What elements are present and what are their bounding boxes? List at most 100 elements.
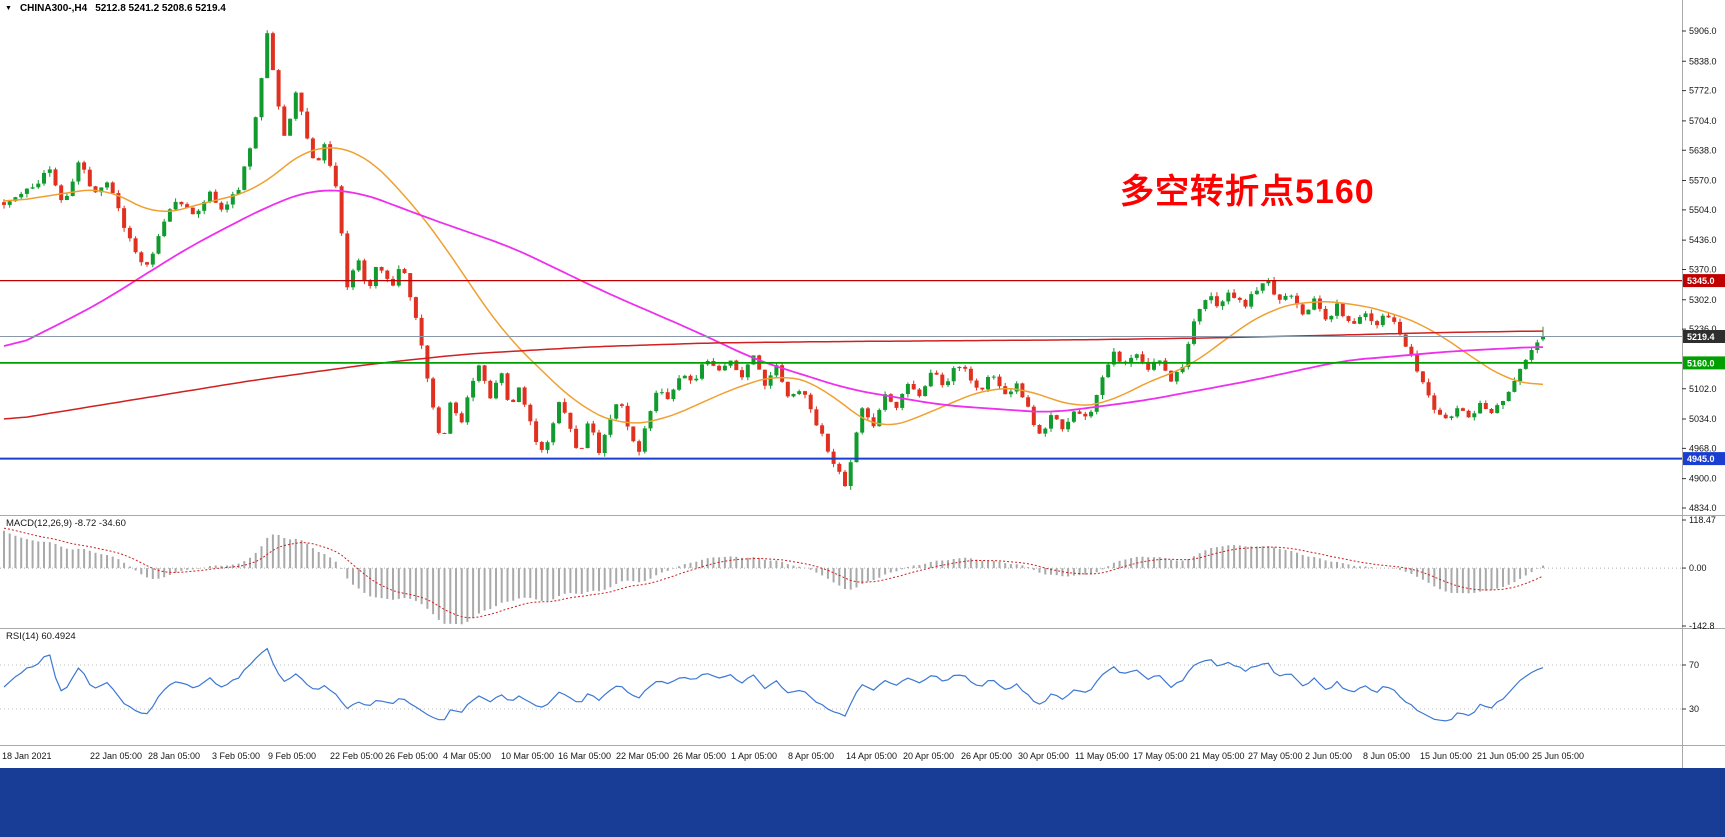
time-axis-label: 18 Jan 2021 [2, 751, 52, 761]
candle-body [1008, 391, 1013, 395]
price-badge-label: 5160.0 [1687, 358, 1715, 368]
candle-body [1129, 357, 1134, 364]
candle-body [614, 404, 619, 419]
time-axis-label: 22 Feb 05:00 [330, 751, 383, 761]
candle-body [276, 70, 281, 107]
chart-dropdown-arrow[interactable]: ▼ [5, 5, 12, 12]
candle-body [986, 377, 990, 390]
time-axis-label: 25 Jun 05:00 [1532, 751, 1584, 761]
candle-body [373, 267, 378, 286]
candle-body [105, 182, 109, 188]
candle-body [1174, 372, 1179, 382]
candle-body [1249, 294, 1254, 307]
price-badge [1683, 356, 1725, 370]
rsi-tick-label: 30 [1689, 704, 1699, 714]
candle-body [1466, 410, 1471, 418]
candle-body [1335, 303, 1339, 316]
candle-body [1518, 368, 1523, 381]
candle-body [1146, 361, 1151, 370]
candle-body [1232, 292, 1237, 298]
macd-histogram [3, 530, 1544, 625]
candle-body [551, 423, 556, 443]
candle-body [751, 355, 756, 365]
candle-body [242, 166, 247, 190]
candle-body [745, 364, 750, 378]
candle-body [854, 432, 859, 463]
candle-body [379, 267, 384, 271]
candle-body [248, 148, 252, 167]
candle-body [1203, 300, 1208, 309]
candle-body [694, 378, 699, 381]
candle-body [539, 442, 544, 450]
candle-body [356, 260, 361, 271]
candle-body [602, 434, 607, 453]
price-tick-label: 4900.0 [1689, 474, 1717, 484]
ma-line-fast-orange [3, 147, 1544, 426]
macd-tick-label: 118.47 [1689, 515, 1716, 525]
candle-body [797, 391, 802, 394]
chart-header: ▼ CHINA300-,H4 5212.8 5241.2 5208.6 5219… [5, 3, 226, 14]
candle-body [803, 391, 807, 395]
candle-body [310, 138, 315, 159]
candle-body [1380, 315, 1385, 326]
candle-body [82, 162, 87, 170]
candle-body [1277, 294, 1282, 300]
price-tick-label: 5570.0 [1689, 176, 1717, 186]
time-axis-label: 10 Mar 05:00 [501, 751, 554, 761]
candle-body [494, 382, 498, 399]
candle-body [1352, 321, 1357, 324]
candle-body [1323, 308, 1328, 320]
price-tick-label: 5370.0 [1689, 265, 1717, 275]
candle-body [368, 280, 373, 286]
candle-body [1455, 408, 1460, 417]
candle-body [150, 253, 155, 265]
candle-body [511, 399, 516, 402]
time-axis-label: 21 May 05:00 [1190, 751, 1245, 761]
candle-body [682, 375, 687, 379]
candle-body [923, 386, 928, 396]
candle-body [1300, 304, 1305, 315]
candle-body [625, 405, 630, 427]
price-tick-label: 5838.0 [1689, 56, 1717, 66]
candle-body [522, 387, 527, 405]
candle-body [322, 144, 327, 161]
candle-body [1054, 415, 1059, 420]
candle-body [339, 186, 344, 234]
candle-body [717, 365, 722, 371]
candle-body [1043, 428, 1048, 434]
candle-body [1329, 315, 1334, 320]
candle-body [877, 409, 882, 427]
annotation-text[interactable]: 多空转折点5160 [1120, 173, 1375, 211]
candle-body [76, 162, 81, 182]
candle-body [99, 187, 104, 193]
candle-body [1472, 413, 1477, 418]
time-axis-label: 27 May 05:00 [1248, 751, 1303, 761]
candle-body [385, 270, 390, 279]
candle-body [1420, 371, 1425, 383]
candle-body [413, 297, 418, 318]
time-axis-label: 22 Mar 05:00 [616, 751, 669, 761]
candle-body [688, 375, 693, 381]
candle-body [1014, 383, 1019, 392]
candle-body [127, 227, 132, 239]
candle-body [431, 378, 436, 408]
candle-body [402, 269, 407, 274]
macd-tick-label: 0.00 [1689, 563, 1707, 573]
candle-body [545, 442, 550, 450]
candle-body [951, 368, 956, 382]
candle-body [1295, 295, 1299, 305]
candle-body [1254, 290, 1259, 295]
candle-body [1100, 377, 1105, 395]
candle-body [167, 209, 172, 222]
price-badge-label: 5219.4 [1687, 332, 1715, 342]
candle-body [768, 375, 773, 386]
candle-body [762, 369, 767, 386]
candle-body [499, 373, 504, 383]
chart-canvas[interactable]: 5906.0 5838.0 5772.0 5704.0 5638.0 5570.0 5504… [0, 0, 1725, 768]
candle-body [1426, 382, 1431, 396]
candle-body [436, 407, 441, 433]
macd-tick-label: -142.8 [1689, 621, 1715, 631]
candle-body [465, 397, 470, 423]
candle-body [259, 78, 264, 118]
candle-body [110, 182, 115, 194]
